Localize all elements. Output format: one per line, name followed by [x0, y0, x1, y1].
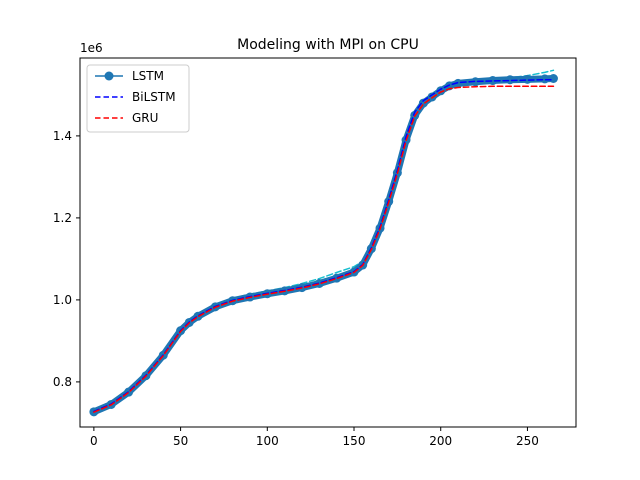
y-tick-label: 1.2: [53, 211, 72, 225]
x-tick-label: 50: [173, 434, 188, 448]
axes-frame: [79, 57, 577, 428]
legend-marker: [104, 71, 114, 81]
lstm-point: [314, 279, 324, 288]
x-tick-label: 200: [429, 434, 452, 448]
legend: LSTM BiLSTM GRU: [86, 64, 190, 133]
axes: 0 50 100 150 200 250 0.8 1.0 1.2 1.4: [53, 57, 577, 448]
legend-label: BiLSTM: [132, 90, 176, 104]
lstm-point: [470, 77, 480, 87]
y-tick-label: 1.0: [53, 293, 72, 307]
y-axis-offset-label: 1e6: [80, 41, 103, 55]
series-line-gru: [93, 85, 555, 413]
lstm-point: [548, 74, 558, 83]
x-tick-label: 250: [516, 434, 539, 448]
plot-area: [89, 69, 558, 417]
chart-title: Modeling with MPI on CPU: [237, 37, 419, 53]
lstm-point: [522, 74, 532, 84]
legend-entry-bilstm: BiLSTM: [95, 90, 176, 104]
lstm-point: [332, 273, 342, 283]
legend-label: GRU: [132, 111, 158, 125]
legend-entry-lstm: LSTM: [95, 69, 164, 83]
lstm-point: [505, 75, 515, 85]
lstm-point: [488, 76, 498, 86]
lstm-point: [453, 78, 463, 88]
y-tick-label: 1.4: [53, 129, 72, 143]
lstm-point: [418, 98, 428, 108]
legend-entry-gru: GRU: [95, 111, 158, 125]
x-tick-label: 100: [256, 434, 279, 448]
y-tick-label: 0.8: [53, 375, 72, 389]
x-tick-label: 0: [90, 434, 98, 448]
x-tick-label: 150: [343, 434, 366, 448]
legend-box: [86, 64, 190, 133]
legend-label: LSTM: [132, 69, 164, 83]
lstm-point: [540, 74, 550, 84]
